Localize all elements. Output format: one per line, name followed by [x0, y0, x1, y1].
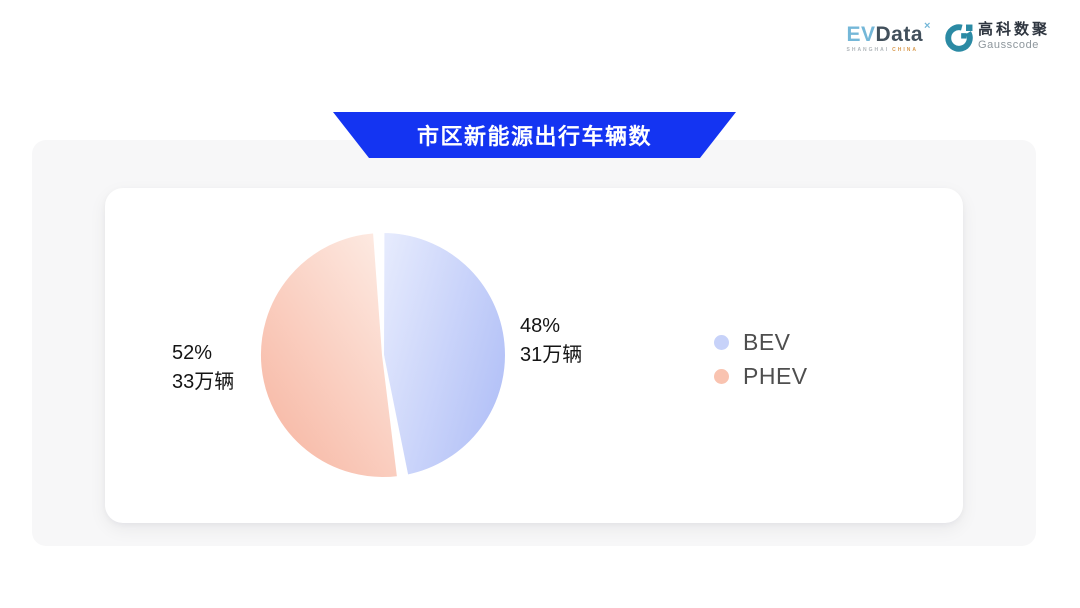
chart-card: [105, 188, 963, 523]
evdata-x-icon: ×: [924, 20, 931, 32]
gausscode-en-name: Gausscode: [977, 39, 1040, 51]
evdata-wordmark: EV Data ×: [846, 20, 931, 46]
evdata-subtext-shanghai: SHANGHAI: [846, 47, 890, 53]
evdata-ev-text: EV: [846, 23, 876, 46]
chart-legend: BEV PHEV: [714, 329, 808, 390]
bev-pct-label: 48%: [520, 315, 561, 337]
gausscode-cn-name: 高科数聚: [977, 21, 1050, 38]
pie-chart: [258, 231, 507, 479]
evdata-subtext: SHANGHAI CHINA: [847, 48, 931, 53]
title-banner: 市区新能源出行车辆数: [333, 112, 736, 158]
pie-slice-phev[interactable]: [258, 231, 399, 479]
bev-legend-label: BEV: [743, 329, 791, 355]
bev-legend-dot-icon: [714, 335, 729, 350]
phev-pct-label: 52%: [172, 342, 213, 364]
legend-item-bev[interactable]: BEV: [714, 329, 808, 356]
header-logo-area: EV Data × SHANGHAI CHINA 高科数聚 Gausscode: [847, 18, 1051, 62]
legend-item-phev[interactable]: PHEV: [714, 363, 808, 390]
page-title: 市区新能源出行车辆数: [416, 124, 652, 149]
phev-slice-label: 52% 33万辆: [172, 339, 234, 397]
phev-legend-label: PHEV: [743, 363, 808, 389]
gausscode-g-icon: [945, 24, 973, 52]
evdata-data-text: Data: [875, 23, 924, 46]
pie-slice-bev[interactable]: [382, 231, 507, 477]
evdata-logo: EV Data × SHANGHAI CHINA: [847, 18, 931, 53]
evdata-subtext-china: CHINA: [892, 47, 919, 53]
bev-count-label: 31万辆: [520, 344, 583, 366]
gausscode-logo: 高科数聚 Gausscode: [945, 18, 1050, 52]
gausscode-text: 高科数聚 Gausscode: [978, 22, 1050, 51]
phev-count-label: 33万辆: [172, 371, 235, 393]
phev-legend-dot-icon: [714, 369, 729, 384]
bev-slice-label: 48% 31万辆: [520, 312, 582, 370]
